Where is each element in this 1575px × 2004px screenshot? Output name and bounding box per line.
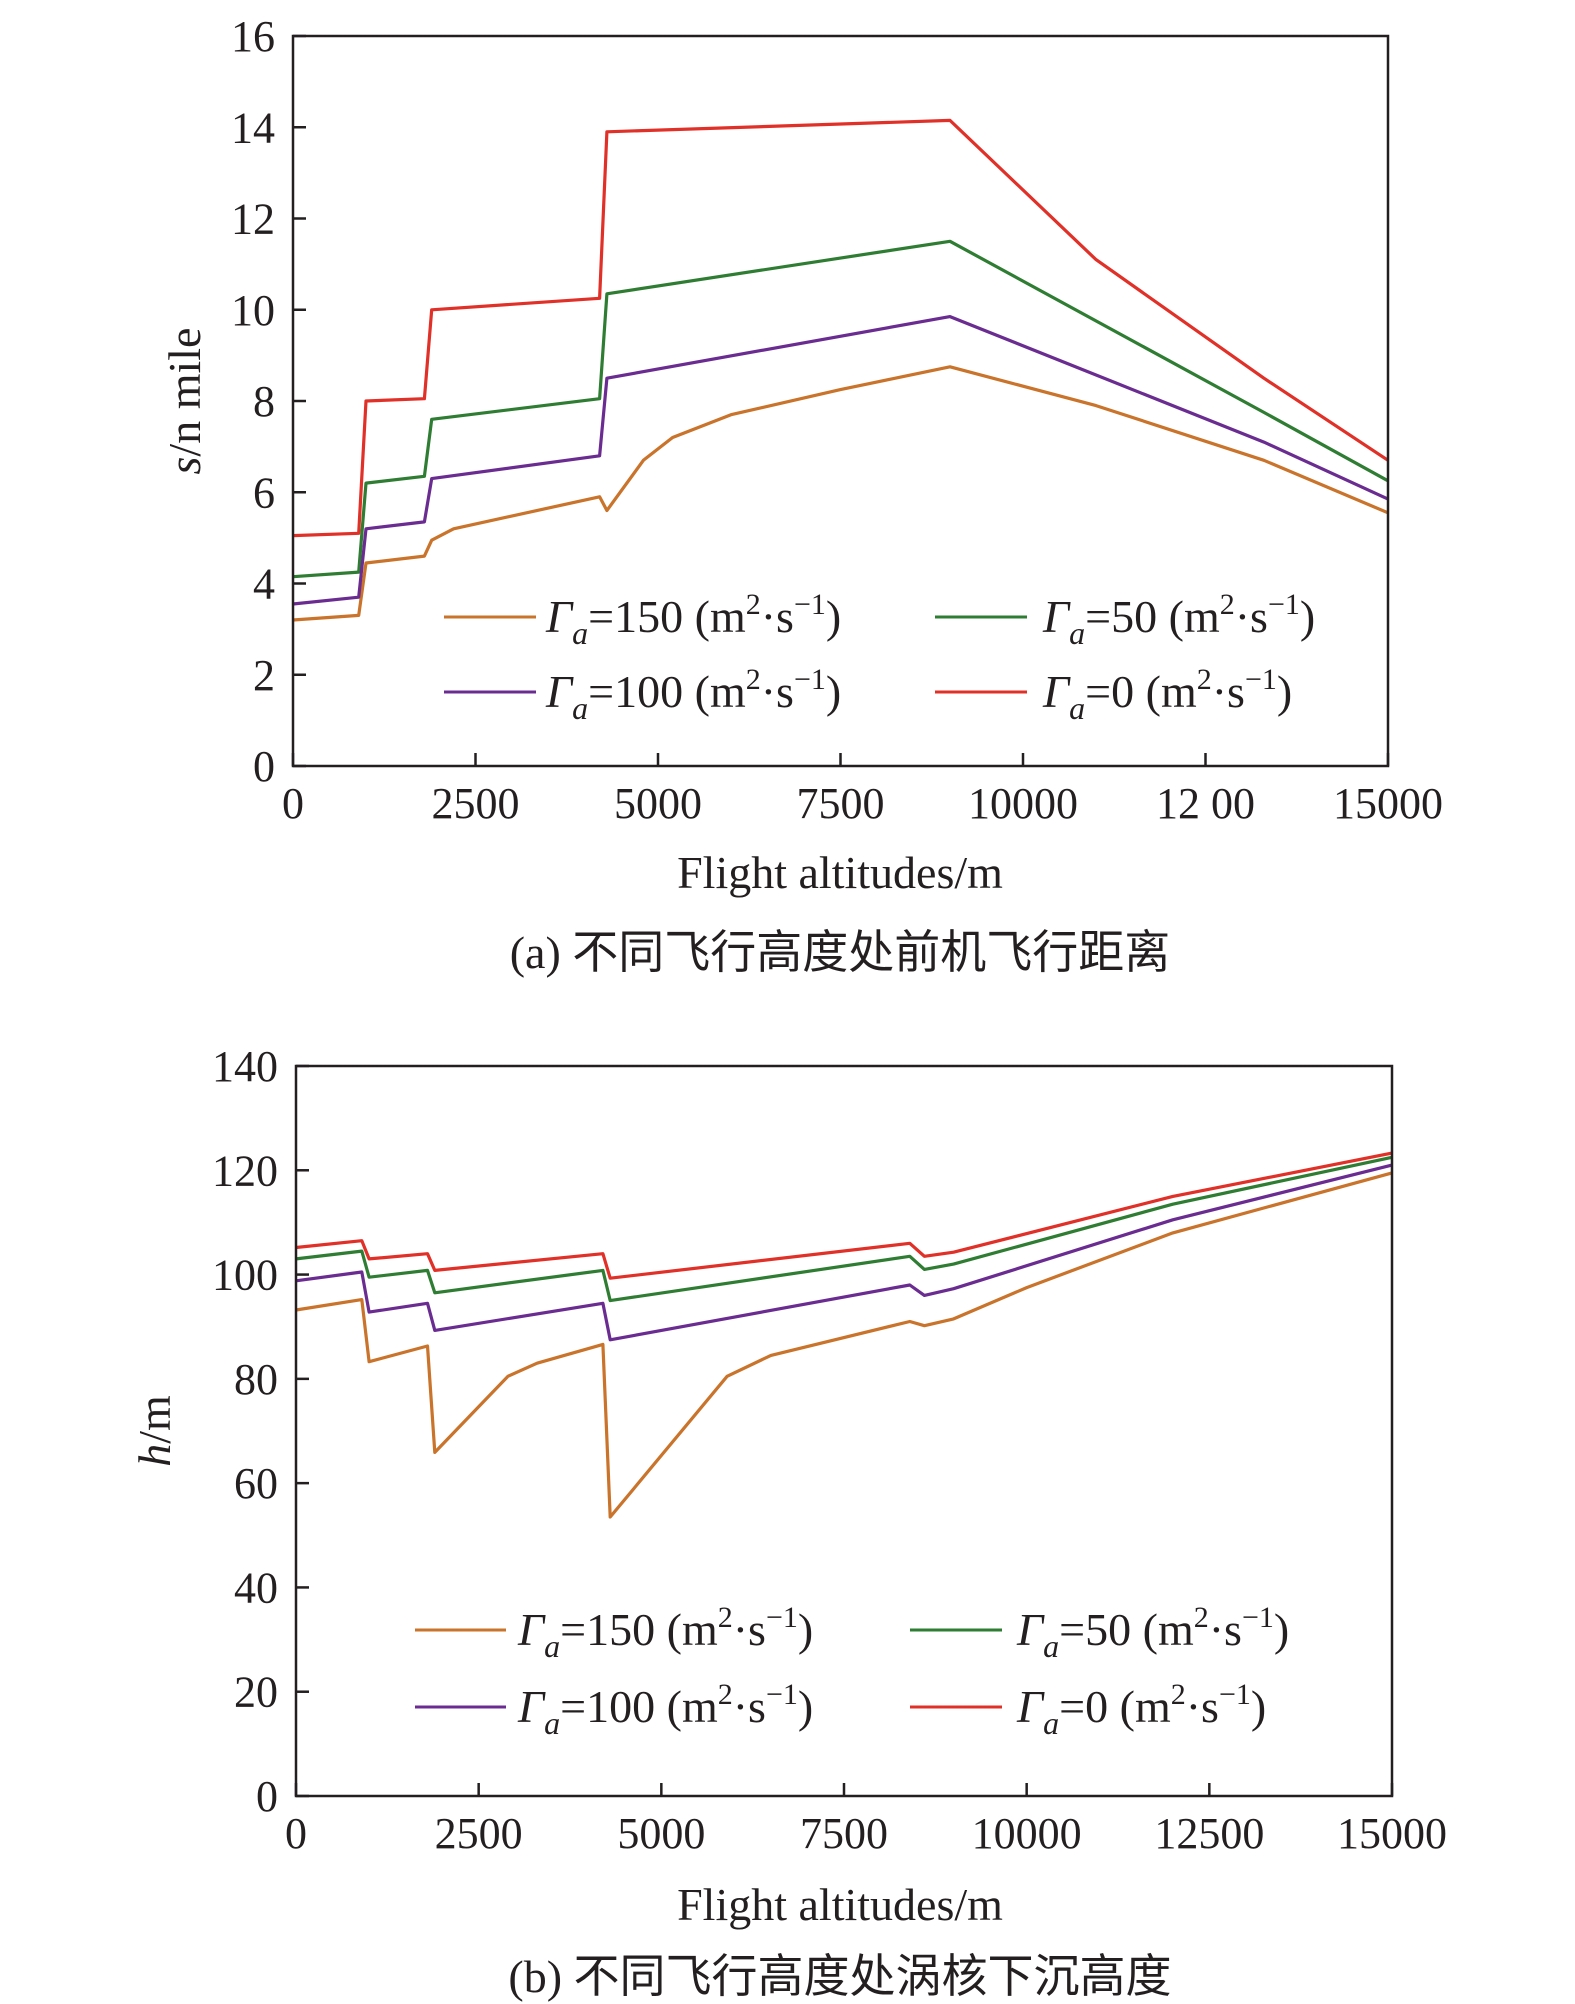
panel-a-y-tick-label: 10 bbox=[231, 286, 275, 335]
panel-a-x-tick-label: 10000 bbox=[968, 779, 1078, 828]
panel-a-legend-label-150: Γa=150 (m2·s−1) bbox=[545, 588, 841, 651]
panel-b-legend-entry-150: Γa=150 (m2·s−1) bbox=[415, 1601, 813, 1664]
panel-a-series-layer bbox=[292, 118, 1389, 622]
panel-a-x-tick-label: 0 bbox=[282, 779, 304, 828]
panel-b-ticks: 0 2500 5000 7500 10000 12500 15000 0 20 40 60 80 100… bbox=[212, 1042, 1447, 1858]
panel-a-y-tick-label: 4 bbox=[253, 560, 275, 609]
panel-b-caption: (b) 不同飞行高度处涡核下沉高度 bbox=[508, 1951, 1171, 2002]
panel-a-y-tick-label: 0 bbox=[253, 742, 275, 791]
panel-b-y-tick-label: 60 bbox=[234, 1459, 278, 1508]
panel-b-series-line-150 bbox=[295, 1171, 1393, 1519]
panel-b-legend-entry-50: Γa=50 (m2·s−1) bbox=[910, 1601, 1289, 1664]
panel-a-plot-frame bbox=[291, 34, 1390, 768]
panel-a-x-axis-label: Flight altitudes/m bbox=[677, 847, 1003, 898]
panel-a-y-tick-label: 6 bbox=[253, 468, 275, 517]
panel-b-series-line-100 bbox=[295, 1163, 1393, 1342]
panel-a-y-tick-label: 12 bbox=[231, 195, 275, 244]
panel-a-legend-entry-50: Γa=50 (m2·s−1) bbox=[935, 588, 1315, 651]
panel-b-legend-label-150: Γa=150 (m2·s−1) bbox=[517, 1601, 813, 1664]
panel-b-x-tick-label: 5000 bbox=[617, 1809, 705, 1858]
panel-b-y-tick-label: 0 bbox=[256, 1772, 278, 1821]
panel-a-y-axis-label: s/n mile bbox=[159, 328, 210, 475]
panel-a-y-tick-label: 8 bbox=[253, 377, 275, 426]
panel-a-legend-entry-0: Γa=0 (m2·s−1) bbox=[935, 663, 1292, 726]
panel-a-y-tick-label: 14 bbox=[231, 103, 275, 152]
panel-b-legend: Γa=150 (m2·s−1) Γa=50 (m2·s−1) Γa=100 (m… bbox=[415, 1601, 1289, 1741]
panel-b-x-tick-label: 10000 bbox=[972, 1809, 1082, 1858]
panel-b-series-line-0 bbox=[295, 1151, 1393, 1280]
panel-a-caption: (a) 不同飞行高度处前机飞行距离 bbox=[510, 927, 1171, 978]
panel-b-x-axis-label: Flight altitudes/m bbox=[677, 1879, 1003, 1930]
panel-a-x-tick-label: 5000 bbox=[614, 779, 702, 828]
panel-a-legend-label-100: Γa=100 (m2·s−1) bbox=[545, 663, 841, 726]
panel-b-x-tick-label: 12500 bbox=[1154, 1809, 1264, 1858]
panel-b-series-layer bbox=[295, 1151, 1393, 1519]
panel-b-legend-label-100: Γa=100 (m2·s−1) bbox=[517, 1678, 813, 1741]
panel-a-legend-entry-100: Γa=100 (m2·s−1) bbox=[444, 663, 841, 726]
panel-a-y-tick-label: 16 bbox=[231, 12, 275, 61]
panel-b-x-tick-label: 7500 bbox=[800, 1809, 888, 1858]
panel-a-x-tick-label: 7500 bbox=[797, 779, 885, 828]
panel-b-legend-label-0: Γa=0 (m2·s−1) bbox=[1016, 1678, 1266, 1741]
panel-b-y-tick-label: 80 bbox=[234, 1355, 278, 1404]
panel-b-y-tick-label: 100 bbox=[212, 1251, 278, 1300]
panel-b-legend-entry-0: Γa=0 (m2·s−1) bbox=[910, 1678, 1266, 1741]
panel-b-y-axis-label: h/m bbox=[129, 1395, 180, 1467]
panel-a-x-tick-label: 2500 bbox=[432, 779, 520, 828]
panel-a-legend-label-0: Γa=0 (m2·s−1) bbox=[1042, 663, 1292, 726]
panel-a-series-line-150 bbox=[292, 365, 1389, 622]
panel-b-legend-entry-100: Γa=100 (m2·s−1) bbox=[415, 1678, 813, 1741]
panel-a-series-line-50 bbox=[292, 239, 1389, 579]
panel-b-x-tick-label: 0 bbox=[285, 1809, 307, 1858]
panel-a-legend-label-50: Γa=50 (m2·s−1) bbox=[1042, 588, 1315, 651]
panel-a-x-tick-label: 15000 bbox=[1333, 779, 1443, 828]
panel-b-legend-label-50: Γa=50 (m2·s−1) bbox=[1016, 1601, 1289, 1664]
panel-a-series-line-0 bbox=[292, 118, 1389, 538]
panel-b-series-line-50 bbox=[295, 1155, 1393, 1303]
panel-a-y-tick-label: 2 bbox=[253, 651, 275, 700]
panel-b-y-tick-label: 40 bbox=[234, 1563, 278, 1612]
panel-a-series-line-100 bbox=[292, 315, 1389, 606]
panel-b-chart: 0 2500 5000 7500 10000 12500 15000 0 20 40 60 80 100… bbox=[129, 1042, 1447, 2002]
panel-a-chart: 0 2500 5000 7500 10000 12 00 15000 0 2 4 6 8 10 12 14 1… bbox=[159, 12, 1443, 978]
panel-b-x-tick-label: 2500 bbox=[435, 1809, 523, 1858]
panel-b-y-tick-label: 20 bbox=[234, 1668, 278, 1717]
panel-b-y-tick-label: 140 bbox=[212, 1042, 278, 1091]
panel-a-ticks: 0 2500 5000 7500 10000 12 00 15000 0 2 4 6 8 10 12 14 1… bbox=[231, 12, 1443, 828]
panel-a-legend-entry-150: Γa=150 (m2·s−1) bbox=[444, 588, 841, 651]
panel-a-x-tick-label: 12 00 bbox=[1156, 779, 1255, 828]
panel-b-x-tick-label: 15000 bbox=[1337, 1809, 1447, 1858]
panel-b-y-tick-label: 120 bbox=[212, 1146, 278, 1195]
panel-a-legend: Γa=150 (m2·s−1) Γa=50 (m2·s−1) Γa=100 (m… bbox=[444, 588, 1315, 726]
